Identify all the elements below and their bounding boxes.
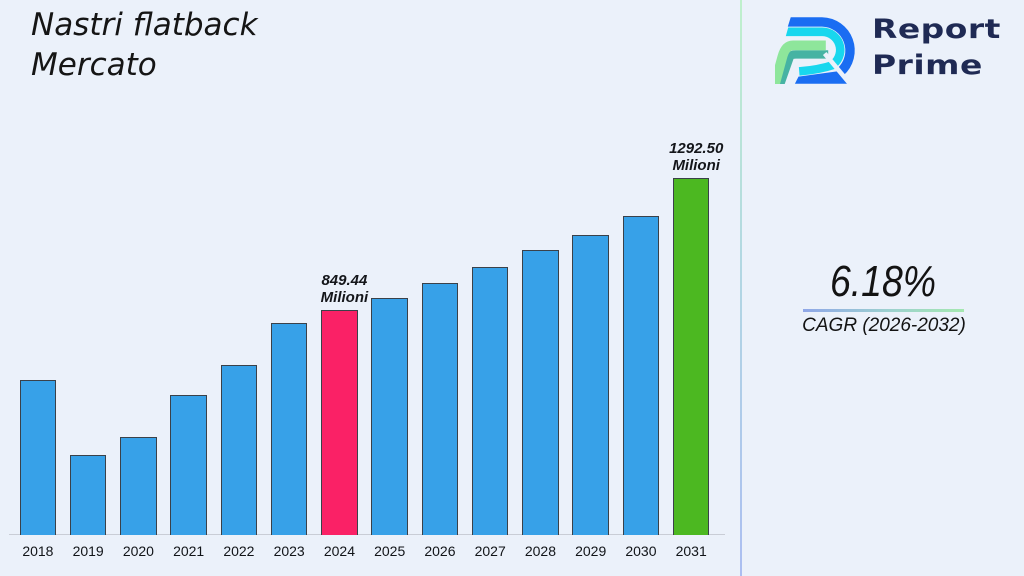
- report-prime-logo-icon: [775, 16, 855, 96]
- logo-teal-stroke: [775, 50, 829, 89]
- chart-title: Nastri flatback Mercato: [31, 5, 258, 85]
- cagr-value: 6.18%: [829, 257, 937, 306]
- x-axis-line: [9, 534, 725, 535]
- bar-2030: [622, 215, 660, 535]
- logo-blue-arc: [787, 17, 855, 76]
- logo-cut-cyan: [782, 27, 789, 37]
- logo-word-report: Report: [872, 14, 1001, 45]
- bar-2018: [19, 379, 57, 535]
- bar-value-label-2024: 849.44 Milioni: [320, 272, 369, 306]
- report-prime-wordmark: Report Prime: [872, 12, 1001, 84]
- cagr-underline: [803, 309, 964, 312]
- bar-2024: [321, 310, 358, 535]
- logo-blue-foot: [794, 71, 852, 84]
- bar-chart: 2018 2019 2020 2021 2022 2023 2024 2025 2026 2027…: [9, 140, 725, 559]
- vertical-divider: [740, 0, 742, 576]
- x-tick-2026: 2026: [424, 543, 456, 559]
- logo-slash-gap: [822, 52, 854, 88]
- logo-cyan-bottom-band: [798, 60, 836, 76]
- bar-2028: [522, 249, 559, 535]
- cagr-label: CAGR (2026-2032): [802, 315, 966, 336]
- x-tick-2024: 2024: [323, 543, 355, 559]
- bar-2029: [572, 234, 609, 535]
- bar-2023: [270, 323, 308, 535]
- bar-2021: [170, 395, 207, 535]
- bar-value-label-2031: 1292.50 Milioni: [669, 139, 724, 174]
- x-tick-2019: 2019: [72, 543, 104, 559]
- logo-cut-blue: [784, 16, 791, 28]
- bar-2026: [421, 282, 459, 535]
- bar-2025: [371, 297, 408, 535]
- x-tick-2018: 2018: [22, 543, 54, 559]
- x-tick-2030: 2030: [625, 543, 657, 559]
- x-tick-2022: 2022: [223, 543, 255, 559]
- bar-2022: [220, 364, 258, 535]
- x-tick-2028: 2028: [524, 543, 557, 559]
- bar-2020: [120, 437, 157, 535]
- bar-2031: [672, 177, 710, 535]
- x-tick-2031: 2031: [675, 543, 707, 559]
- logo-baseline-trim: [775, 84, 795, 96]
- x-tick-2021: 2021: [173, 543, 205, 559]
- x-tick-2025: 2025: [374, 543, 406, 559]
- x-tick-2023: 2023: [273, 543, 305, 559]
- logo-cyan-arc: [785, 27, 845, 68]
- logo-green-stroke: [775, 40, 826, 89]
- logo-word-prime: Prime: [872, 50, 983, 81]
- chart-title-line2: Mercato: [31, 47, 157, 83]
- x-tick-2029: 2029: [575, 543, 607, 559]
- x-tick-2020: 2020: [122, 543, 154, 559]
- bar-2019: [69, 454, 107, 535]
- bar-2027: [471, 267, 509, 535]
- x-tick-2027: 2027: [474, 543, 506, 559]
- chart-title-line1: Nastri flatback: [31, 7, 258, 43]
